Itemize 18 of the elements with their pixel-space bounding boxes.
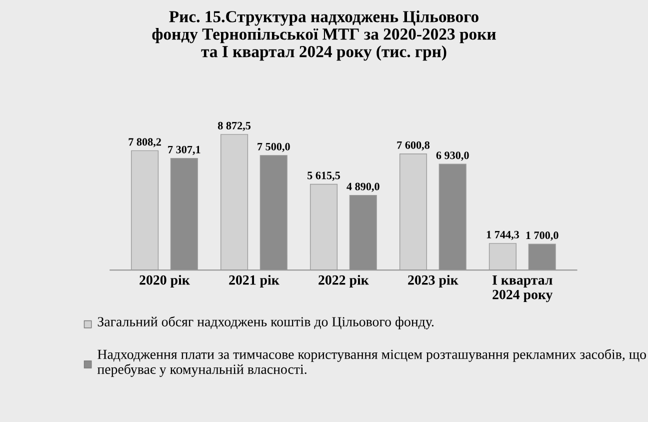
data-label: 7 808,2 (128, 138, 161, 148)
chart-title: Рис. 15.Структура надходжень Цільового фонду Тернопільської МТГ за 2020-2023 роки та I квартал 2024 року (тис. грн) (152, 10, 496, 61)
data-label: 4 890,0 (346, 182, 380, 192)
data-label: 6 930,0 (436, 152, 469, 161)
data-label: 7 600,8 (397, 141, 430, 150)
data-label: 5 615,5 (308, 172, 340, 181)
x-tick-label: 2021 рік (229, 274, 280, 288)
data-label: 1 700,0 (526, 232, 558, 241)
data-label: 1 744,3 (486, 230, 520, 240)
legend-label: Загальний обсяг надходжень коштів до Цільового фонду. (98, 316, 434, 330)
x-tick-label: I квартал 2024 року (492, 275, 553, 302)
data-label: 8 872,5 (218, 122, 251, 132)
x-tick-label: 2020 рік (140, 274, 190, 288)
x-tick-label: 2023 рік (408, 274, 458, 288)
data-label: 7 500,0 (258, 142, 290, 152)
legend-label: Надходження плати за тимчасове користування місцем розташування рекламних засобів, що перебуває у комунальній власності. (97, 348, 646, 377)
x-tick-label: 2022 рік (318, 274, 369, 288)
data-label: 7 307,1 (168, 146, 200, 155)
